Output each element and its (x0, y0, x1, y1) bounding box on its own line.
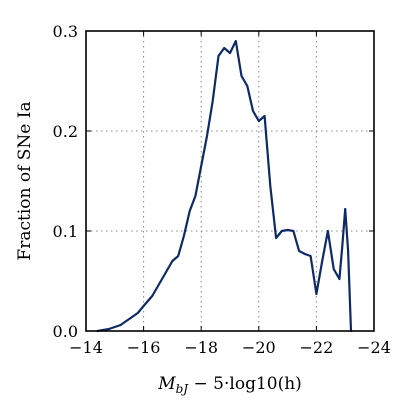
y-tick-label: 0.2 (53, 122, 78, 141)
plot-frame (85, 30, 375, 332)
series-line (96, 39, 353, 333)
x-tick-label: −16 (127, 338, 161, 357)
series-layer (96, 39, 353, 333)
x-tick-label: −14 (69, 338, 103, 357)
x-tick-label: −18 (184, 338, 218, 357)
x-axis-label: MbJ − 5·log10(h) (157, 374, 302, 396)
x-axis-label-subscript: bJ (176, 382, 190, 396)
grid (86, 31, 374, 331)
x-tick-label: −22 (300, 338, 334, 357)
x-tick-label: −24 (357, 338, 391, 357)
y-axis-label: Fraction of SNe Ia (15, 101, 35, 260)
y-tick-label: 0.0 (53, 322, 78, 341)
y-tick-label: 0.1 (53, 222, 78, 241)
x-axis-label-rest: − 5·log10(h) (188, 374, 302, 394)
y-tick-label: 0.3 (53, 22, 78, 41)
axis-ticks (85, 30, 375, 332)
x-tick-label: −20 (242, 338, 276, 357)
tick-labels: −14 −16 −18 −20 −22 −24 0.0 0.1 0.2 0.3 (53, 22, 391, 357)
x-axis-label-main: M (157, 374, 176, 394)
